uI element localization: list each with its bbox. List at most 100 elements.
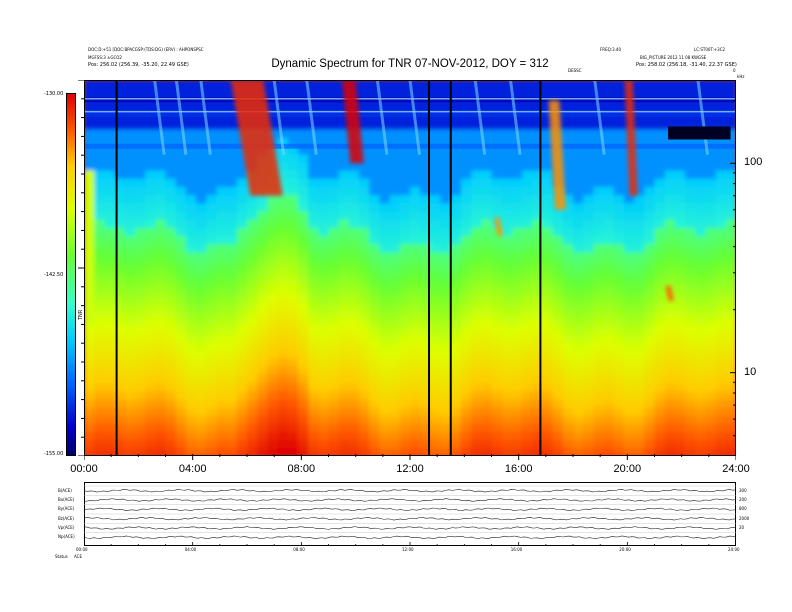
spectrogram-cell (104, 317, 116, 326)
spectrogram-cell (145, 390, 156, 400)
spectrogram-cell (613, 210, 625, 220)
spectrogram-cell (267, 129, 279, 138)
x-axis-label: 04:00 (178, 463, 207, 475)
spectrogram-cell (613, 235, 625, 245)
spectrogram-cell (715, 169, 727, 179)
spectrogram-cell (593, 374, 605, 384)
spectrogram-cell (257, 349, 268, 359)
spectrogram-cell (562, 308, 574, 318)
spectrogram-cell (583, 243, 594, 253)
panel-x-label: 16:00 (510, 547, 523, 552)
spectrogram-cell (287, 227, 299, 236)
spectrogram-cell (481, 423, 493, 433)
panel-right-label: 20 (739, 525, 745, 530)
spectrogram-cell (593, 317, 605, 326)
spectrogram-cell (603, 292, 615, 302)
spectrogram-cell (348, 259, 360, 269)
spectrogram-cell (257, 235, 268, 245)
spectrogram-cell (450, 145, 462, 155)
spectrogram-cell (695, 194, 707, 204)
spectrogram-cell (134, 104, 146, 114)
spectrogram-cell (573, 88, 584, 97)
spectrogram-cell (685, 104, 696, 114)
spectrogram-cell (236, 276, 248, 285)
spectrogram-cell (216, 349, 228, 359)
spectrogram-cell (532, 268, 544, 277)
spectrogram-cell (552, 80, 564, 89)
spectrogram-cell (94, 120, 105, 130)
spectrogram-cell (277, 398, 289, 408)
spectrogram-cell (94, 317, 105, 326)
spectrogram-cell (369, 218, 381, 228)
spectrogram-cell (297, 235, 309, 245)
spectrogram-cell (145, 341, 156, 351)
spectrogram-cell (542, 227, 554, 236)
spectrogram-cell (348, 251, 360, 261)
spectrogram-cell (359, 169, 370, 179)
spectrogram-cell (175, 259, 187, 269)
spectrogram-cell (359, 129, 370, 138)
spectrogram-cell (654, 243, 666, 253)
spectrogram-cell (318, 431, 330, 441)
spectrogram-cell (226, 382, 238, 392)
spectrogram-cell (369, 382, 381, 392)
spectrogram-cell (542, 259, 554, 269)
spectrogram-cell (399, 235, 411, 245)
spectrogram-cell (583, 341, 594, 351)
spectrogram-cell (583, 398, 594, 408)
spectrogram-cell (124, 251, 136, 261)
spectrogram-cell (542, 333, 554, 343)
spectrogram-cell (308, 112, 319, 122)
spectrogram-cell (399, 349, 411, 359)
spectrogram-cell (175, 169, 187, 179)
spectrogram-cell (450, 415, 462, 424)
spectrogram-cell (460, 415, 472, 424)
spectrogram-cell (715, 406, 727, 416)
spectrogram-cell (399, 227, 411, 236)
spectrogram-cell (328, 317, 340, 326)
spectrogram-cell (257, 325, 268, 334)
spectrogram-cell (644, 398, 656, 408)
spectrogram-cell (532, 120, 544, 130)
spectrogram-cell (491, 292, 503, 302)
spectrogram-cell (420, 357, 431, 367)
spectrogram-cell (84, 80, 95, 89)
spectrogram-cell (175, 382, 187, 392)
spectrogram-cell (328, 357, 340, 367)
spectrogram-cell (695, 137, 707, 146)
spectrogram-cell (583, 259, 594, 269)
spectrogram-cell (491, 153, 503, 163)
spectrogram-cell (613, 276, 625, 285)
spectrogram-cell (287, 341, 299, 351)
spectrogram-cell (603, 415, 615, 424)
spectrogram-cell (430, 120, 442, 130)
spectrogram-cell (338, 153, 350, 163)
spectrogram-cell (155, 194, 167, 204)
spectrogram-cell (573, 112, 584, 122)
spectrogram-cell (318, 153, 330, 163)
spectrogram-cell (552, 88, 564, 97)
spectrogram-cell (318, 325, 330, 334)
spectrogram-cell (501, 382, 513, 392)
spectrogram-cell (216, 169, 228, 179)
spectrogram-cell (287, 194, 299, 204)
spectrogram-cell (613, 447, 625, 456)
spectrogram-cell (654, 317, 666, 326)
spectrogram-cell (94, 398, 105, 408)
spectrogram-cell (277, 276, 289, 285)
spectrogram-cell (226, 447, 238, 456)
spectrogram-cell (196, 447, 207, 456)
spectrogram-cell (460, 382, 472, 392)
spectrogram-cell (297, 137, 309, 146)
spectrogram-cell (725, 406, 736, 416)
spectrogram-cell (522, 431, 533, 441)
spectrogram-cell (460, 112, 472, 122)
spectrogram-cell (654, 88, 666, 97)
spectrogram-cell (318, 349, 330, 359)
spectrogram-cell (134, 382, 146, 392)
spectrogram-cell (196, 104, 207, 114)
spectrogram-cell (491, 447, 503, 456)
spectrogram-cell (267, 80, 279, 89)
spectrogram-cell (410, 406, 421, 416)
spectrogram-cell (236, 169, 248, 179)
